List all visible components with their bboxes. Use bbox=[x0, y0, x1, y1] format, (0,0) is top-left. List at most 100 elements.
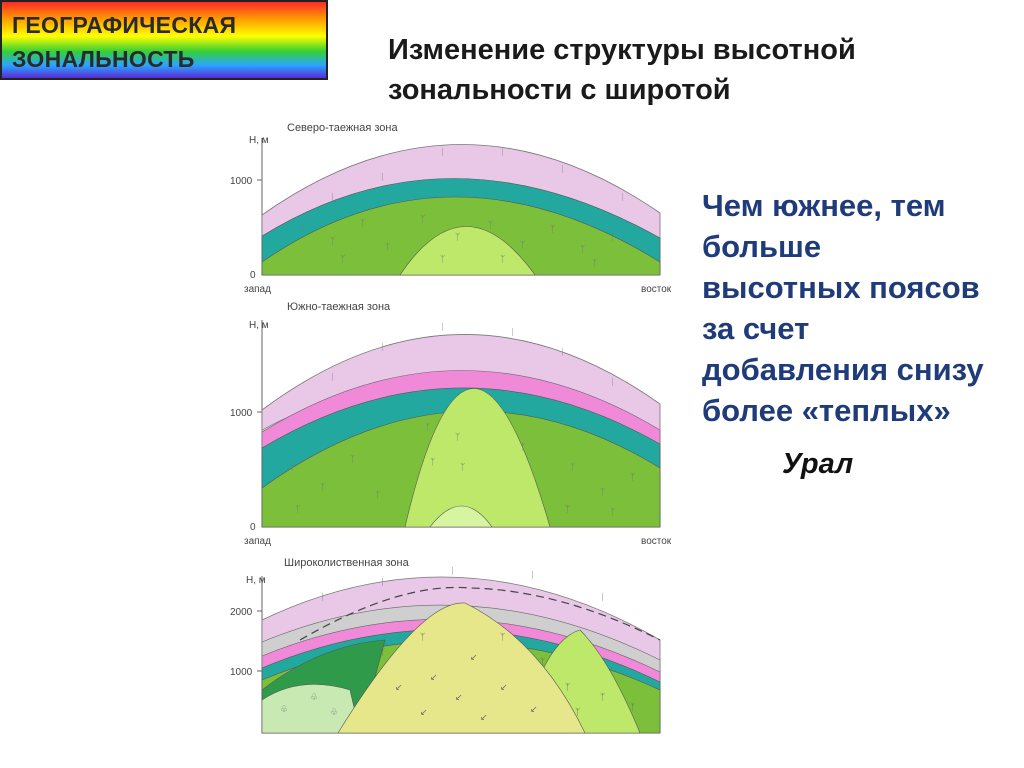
panel-title: Широколиственная зона bbox=[284, 557, 410, 569]
svg-text:ᛉ: ᛉ bbox=[350, 454, 355, 464]
svg-text:ᛁ: ᛁ bbox=[450, 566, 455, 576]
svg-text:ᛉ: ᛉ bbox=[630, 702, 635, 712]
svg-text:ᛉ: ᛉ bbox=[600, 692, 605, 702]
svg-text:ᛁ: ᛁ bbox=[380, 172, 385, 182]
svg-text:ᛁ: ᛁ bbox=[330, 372, 335, 382]
svg-text:ᛁ: ᛁ bbox=[620, 192, 625, 202]
panel-north-taiga: Северо-таежная зона Н, м 1000 0 запад во… bbox=[230, 122, 672, 295]
svg-text:ᛉ: ᛉ bbox=[420, 632, 425, 642]
svg-text:↙: ↙ bbox=[530, 704, 538, 714]
explanation-line-1: Чем южнее, тем bbox=[702, 188, 946, 223]
svg-text:ᛉ: ᛉ bbox=[425, 422, 430, 432]
svg-text:ᛉ: ᛉ bbox=[430, 457, 435, 467]
panel-title: Южно-таежная зона bbox=[287, 301, 391, 313]
svg-text:ᛁ: ᛁ bbox=[610, 377, 615, 387]
svg-text:ᛁ: ᛁ bbox=[330, 192, 335, 202]
svg-text:ᛁ: ᛁ bbox=[320, 592, 325, 602]
tick-label: 2000 bbox=[230, 607, 253, 618]
svg-text:ᛉ: ᛉ bbox=[455, 432, 460, 442]
svg-text:ᛁ: ᛁ bbox=[500, 147, 505, 157]
svg-text:ᛉ: ᛉ bbox=[460, 462, 465, 472]
forest-steppe-belt bbox=[337, 602, 586, 734]
svg-text:ᛉ: ᛉ bbox=[600, 487, 605, 497]
svg-text:ᛉ: ᛉ bbox=[420, 214, 425, 224]
svg-text:ᛉ: ᛉ bbox=[580, 244, 585, 254]
tick-label: 0 bbox=[250, 270, 256, 281]
svg-text:♧: ♧ bbox=[280, 704, 288, 714]
badge-line-1: ГЕОГРАФИЧЕСКАЯ bbox=[12, 12, 237, 38]
svg-text:ᛉ: ᛉ bbox=[488, 220, 493, 230]
svg-text:ᛉ: ᛉ bbox=[385, 242, 390, 252]
explanation-line-6: более «теплых» bbox=[702, 393, 951, 428]
svg-text:♧: ♧ bbox=[310, 692, 318, 702]
svg-text:↙: ↙ bbox=[500, 682, 508, 692]
svg-text:ᛉ: ᛉ bbox=[540, 657, 545, 667]
panel-south-taiga: Южно-таежная зона Н, м 1000 0 запад вост… bbox=[230, 301, 672, 547]
svg-text:ᛁ: ᛁ bbox=[600, 592, 605, 602]
topic-badge: ГЕОГРАФИЧЕСКАЯ ЗОНАЛЬНОСТЬ bbox=[0, 0, 328, 80]
svg-text:♧: ♧ bbox=[330, 707, 338, 717]
svg-text:ᛉ: ᛉ bbox=[455, 232, 460, 242]
snow-line bbox=[299, 586, 661, 641]
region-label: Урал bbox=[782, 448, 854, 480]
svg-text:ᛁ: ᛁ bbox=[560, 164, 565, 174]
svg-text:↙: ↙ bbox=[455, 692, 463, 702]
svg-text:↙: ↙ bbox=[480, 712, 488, 722]
explanation-line-3: высотных поясов bbox=[702, 270, 980, 305]
lowland-forest-belt bbox=[429, 505, 493, 528]
mixed-forest-belt bbox=[404, 388, 551, 528]
svg-text:ᛉ: ᛉ bbox=[300, 224, 305, 234]
svg-text:ᛉ: ᛉ bbox=[375, 490, 380, 500]
tick-label: 0 bbox=[250, 522, 256, 533]
svg-text:↙: ↙ bbox=[470, 652, 478, 662]
svg-text:ᛉ: ᛉ bbox=[610, 507, 615, 517]
lowland-forest-belt bbox=[399, 226, 536, 276]
svg-text:ᛉ: ᛉ bbox=[570, 462, 575, 472]
svg-text:ᛁ: ᛁ bbox=[380, 342, 385, 352]
svg-text:ᛉ: ᛉ bbox=[520, 442, 525, 452]
y-axis-unit: Н, м bbox=[249, 320, 269, 331]
svg-text:ᛉ: ᛉ bbox=[565, 682, 570, 692]
svg-text:↙: ↙ bbox=[420, 707, 428, 717]
east-label: восток bbox=[641, 284, 672, 295]
svg-text:ᛉ: ᛉ bbox=[360, 218, 365, 228]
svg-text:ᛉ: ᛉ bbox=[500, 632, 505, 642]
west-label: запад bbox=[244, 284, 271, 295]
explanation-line-2: больше bbox=[702, 229, 822, 264]
svg-text:ᛉ: ᛉ bbox=[592, 258, 597, 268]
slide-title-line-2: зональности с широтой bbox=[388, 74, 731, 106]
svg-text:ᛉ: ᛉ bbox=[290, 462, 295, 472]
svg-text:ᛁ: ᛁ bbox=[440, 147, 445, 157]
slide-title-line-1: Изменение структуры высотной bbox=[388, 34, 856, 66]
svg-text:ᛉ: ᛉ bbox=[610, 232, 615, 242]
svg-text:ᛉ: ᛉ bbox=[565, 504, 570, 514]
east-label: восток bbox=[641, 536, 672, 547]
explanation-line-5: добавления снизу bbox=[702, 352, 984, 387]
panel-broadleaf: Широколиственная зона Н, м 2000 1000 ᛉᛉ ᛉ… bbox=[230, 557, 661, 734]
svg-text:ᛉ: ᛉ bbox=[320, 482, 325, 492]
vegetation-signs: ᛉ ᛉ ᛉ ᛉ ᛉ ᛉ ᛉ ᛉ ↙ ↙ ↙ ↙ ↙ ↙ ↙ ↙ ♧ ♧ ♧ ᛁ ᛁ ᛁ ᛁ ᛁ bbox=[280, 566, 635, 722]
svg-text:ᛉ: ᛉ bbox=[330, 236, 335, 246]
west-label: запад bbox=[244, 536, 271, 547]
badge-line-2: ЗОНАЛЬНОСТЬ bbox=[12, 46, 195, 72]
broadleaf-forest-belt bbox=[261, 684, 361, 734]
svg-text:ᛉ: ᛉ bbox=[550, 224, 555, 234]
tick-label: 1000 bbox=[230, 176, 253, 187]
svg-text:ᛉ: ᛉ bbox=[380, 647, 385, 657]
svg-text:ᛉ: ᛉ bbox=[440, 254, 445, 264]
svg-text:ᛁ: ᛁ bbox=[440, 322, 445, 332]
svg-text:ᛉ: ᛉ bbox=[295, 504, 300, 514]
explanation-line-4: за счет bbox=[702, 311, 810, 346]
svg-text:ᛁ: ᛁ bbox=[380, 577, 385, 587]
svg-text:ᛁ: ᛁ bbox=[560, 347, 565, 357]
svg-text:ᛉ: ᛉ bbox=[500, 254, 505, 264]
svg-text:↙: ↙ bbox=[395, 682, 403, 692]
y-axis-unit: Н, м bbox=[249, 135, 269, 146]
svg-text:↙: ↙ bbox=[430, 672, 438, 682]
y-axis-unit: Н, м bbox=[246, 575, 266, 586]
svg-text:ᛉ: ᛉ bbox=[520, 240, 525, 250]
svg-text:ᛉ: ᛉ bbox=[630, 472, 635, 482]
